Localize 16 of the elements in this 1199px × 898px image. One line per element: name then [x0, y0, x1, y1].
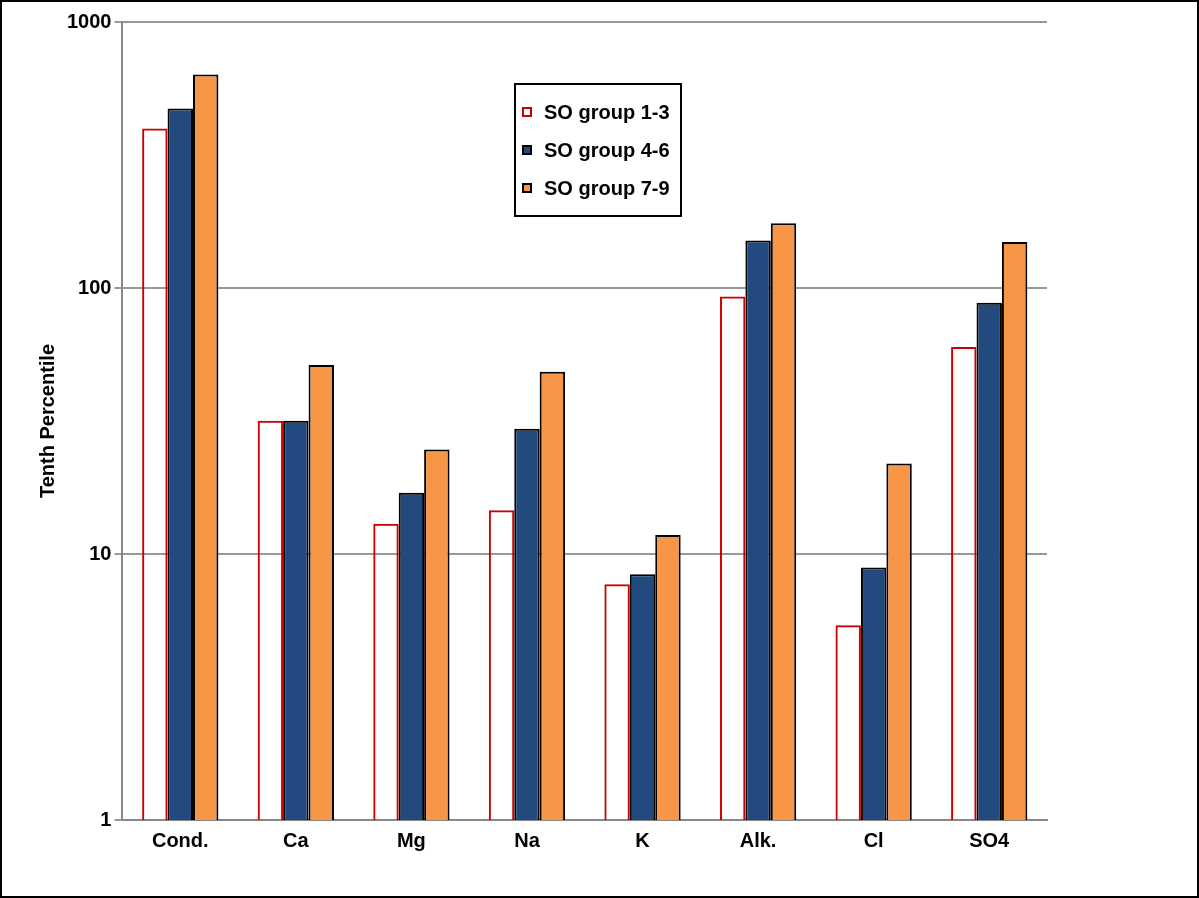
x-tick-label: Cond.: [151, 828, 209, 851]
x-tick-label: Alk.: [739, 828, 777, 851]
y-tick-label: 1000: [66, 9, 112, 32]
x-tick-label: SO4: [969, 828, 1011, 851]
y-tick-label: 10: [89, 541, 112, 564]
x-tick-label: Ca: [283, 828, 310, 851]
legend-label: SO group 1-3: [544, 100, 670, 124]
y-tick-label: 100: [78, 275, 112, 298]
x-tick-label: Mg: [396, 828, 426, 851]
x-tick-label: K: [635, 828, 651, 851]
x-tick-label: Na: [514, 828, 541, 851]
x-tick-label: Cl: [863, 828, 884, 851]
y-tick-label: 1: [100, 807, 112, 830]
legend-label: SO group 7-9: [544, 176, 670, 200]
legend-label: SO group 4-6: [544, 138, 670, 162]
y-axis-title: Tenth Percentile: [35, 343, 58, 499]
